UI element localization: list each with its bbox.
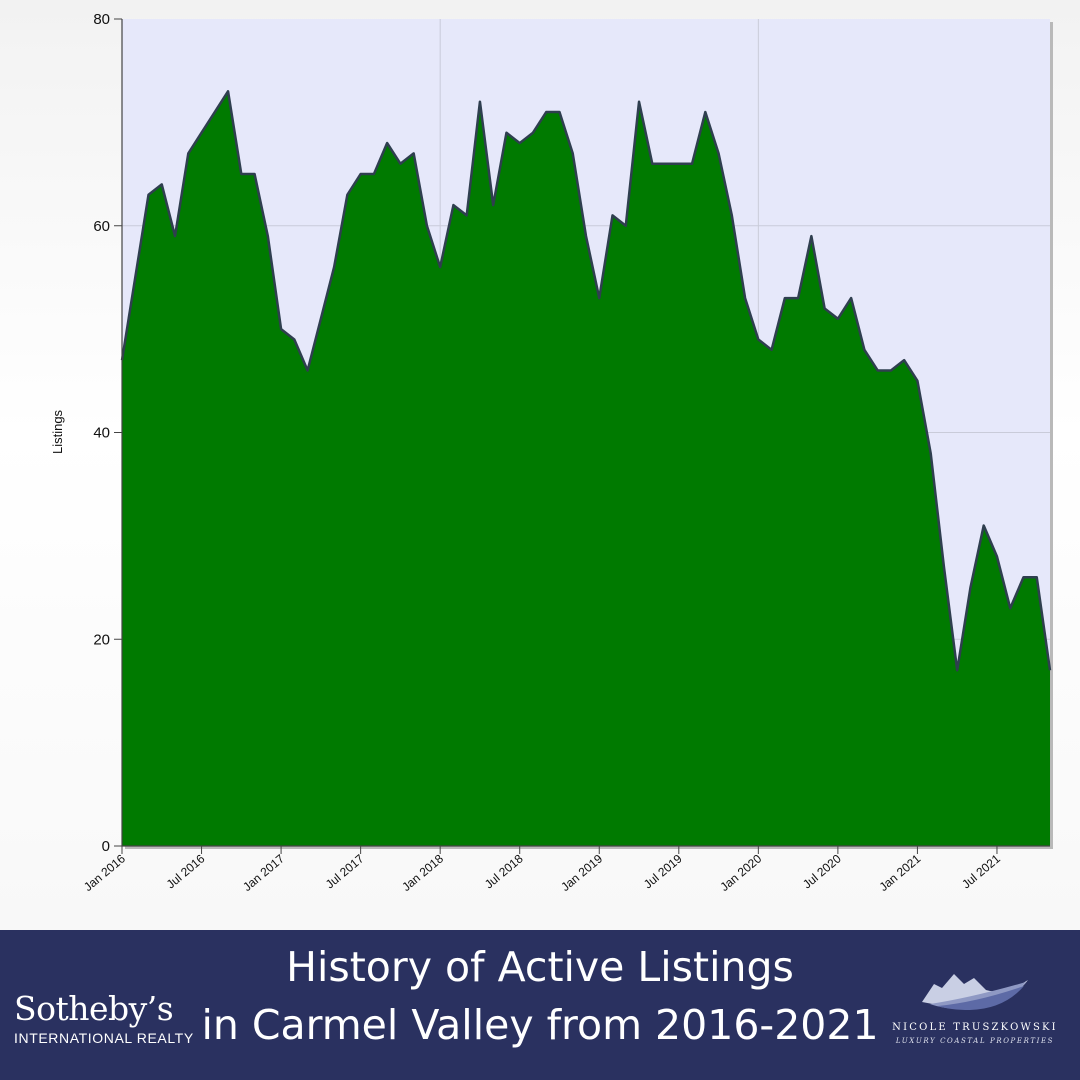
- sothebys-logo: Sotheby’s INTERNATIONAL REALTY: [14, 989, 204, 1047]
- y-tick-label: 40: [93, 425, 110, 442]
- plot-area: [120, 19, 1053, 849]
- mountain-waves-icon: [922, 974, 1028, 1010]
- y-tick-label: 0: [102, 838, 110, 855]
- x-tick-label: Jan 2017: [240, 851, 287, 894]
- y-axis-title: Listings: [50, 409, 65, 454]
- footer-banner: Sotheby’s INTERNATIONAL REALTY History o…: [0, 930, 1080, 1080]
- y-tick-label: 60: [93, 218, 110, 235]
- x-tick-label: Jan 2019: [558, 851, 605, 894]
- x-tick-label: Jul 2018: [482, 851, 526, 891]
- y-axis: 0 20 40 60 80: [93, 11, 123, 855]
- title-line-1: History of Active Listings: [286, 943, 794, 991]
- y-tick-label: 80: [93, 11, 110, 28]
- x-tick-label: Jan 2021: [877, 851, 924, 894]
- x-axis: Jan 2016 Jul 2016 Jan 2017 Jul 2017 Jan 2018…: [81, 845, 1050, 894]
- x-tick-label: Jul 2016: [164, 851, 208, 891]
- listings-line: [120, 90, 1052, 672]
- page-title: History of Active Listings in Carmel Val…: [200, 938, 880, 1054]
- listings-area: [122, 91, 1050, 847]
- x-tick-label: Jan 2016: [81, 851, 128, 894]
- sothebys-subtitle: INTERNATIONAL REALTY: [14, 1030, 194, 1046]
- active-listings-chart: 0 20 40 60 80 Jan 2016 Jul 2016 Jan 2017 Jul 20…: [50, 11, 1053, 894]
- x-tick-label: Jul 2019: [641, 851, 685, 891]
- x-tick-label: Jul 2020: [800, 851, 844, 891]
- title-line-2: in Carmel Valley from 2016-2021: [201, 1001, 879, 1049]
- x-tick-label: Jan 2018: [399, 851, 446, 894]
- x-tick-label: Jan 2020: [717, 851, 764, 894]
- x-tick-label: Jul 2017: [323, 851, 367, 891]
- agent-name: NICOLE TRUSZKOWSKI: [892, 1022, 1058, 1033]
- x-tick-label: Jul 2021: [959, 851, 1003, 891]
- y-tick-label: 20: [93, 631, 110, 648]
- sothebys-name: Sotheby’s: [14, 989, 174, 1028]
- agent-tagline: LUXURY COASTAL PROPERTIES: [895, 1037, 1055, 1045]
- nicole-truszkowski-logo: NICOLE TRUSZKOWSKI LUXURY COASTAL PROPER…: [880, 968, 1070, 1045]
